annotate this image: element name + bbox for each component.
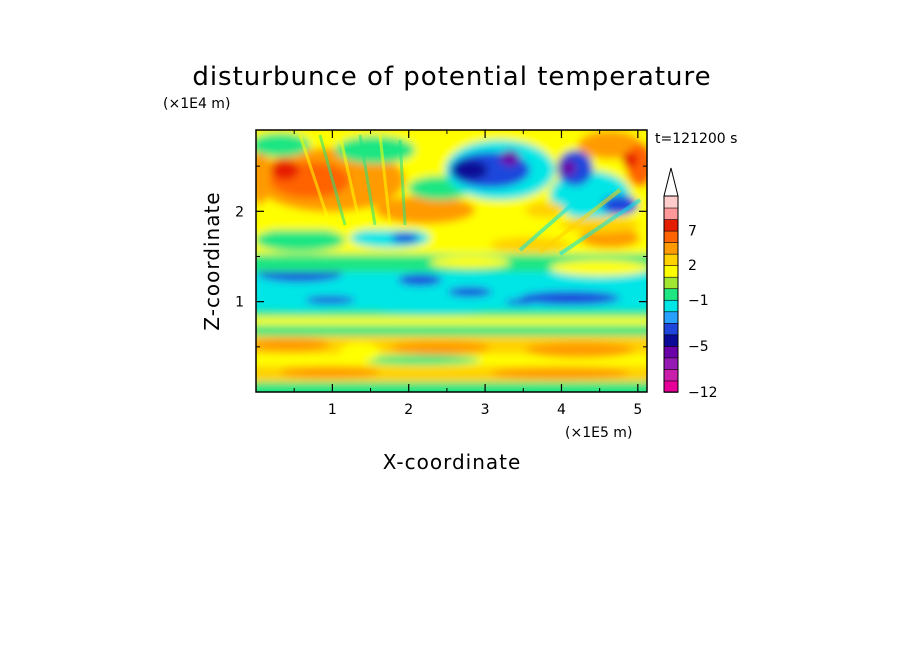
x-tick-label: 2 [404, 402, 413, 418]
colorbar-swatch [663, 334, 679, 347]
colorbar-swatch [663, 299, 679, 313]
colorbar-swatch [663, 357, 679, 370]
colorbar-swatch [663, 241, 679, 255]
plot-area [256, 130, 647, 392]
colorbar-frame [663, 195, 679, 393]
x-tick-label: 5 [633, 402, 642, 418]
colorbar-tick-label: 7 [688, 224, 697, 240]
x-tick-label: 1 [328, 402, 337, 418]
colorbar-swatch [663, 287, 679, 301]
y-tick-label: 1 [235, 295, 244, 311]
colorbar-tick-label: −12 [688, 385, 718, 401]
x-tick-label: 3 [481, 402, 490, 418]
colorbar-swatch [663, 218, 679, 232]
contour-field [256, 130, 647, 392]
x-tick-label: 4 [557, 402, 566, 418]
colorbar-swatch [663, 230, 679, 243]
colorbar-swatch [663, 264, 679, 278]
y-tick-label: 2 [235, 204, 244, 220]
axis-ticks: 1 2 3 4 5 1 2 [235, 130, 647, 418]
colorbar-swatch [663, 195, 679, 209]
colorbar-swatch [663, 276, 679, 290]
colorbar-swatch [663, 380, 679, 393]
colorbar-swatch [663, 253, 679, 266]
x-axis-label: X-coordinate [383, 450, 522, 474]
colorbar-swatch [663, 368, 679, 382]
colorbar-tick-label: −1 [688, 293, 709, 309]
colorbar: −12−5−127 [663, 167, 718, 401]
colorbar-tick-label: −5 [688, 339, 709, 355]
colorbar-extend-arrow [663, 167, 679, 197]
plot-frame [255, 129, 648, 393]
time-label: t=121200 s [655, 131, 737, 147]
y-axis-label: Z-coordinate [200, 191, 224, 330]
x-unit-label: (×1E5 m) [565, 425, 632, 441]
y-unit-label: (×1E4 m) [163, 96, 230, 112]
wave-streaks [298, 134, 642, 256]
colorbar-swatch [663, 207, 679, 220]
colorbar-swatch [663, 310, 679, 324]
colorbar-swatch [663, 322, 679, 336]
chart-title: disturbunce of potential temperature [192, 62, 711, 92]
colorbar-swatch [663, 345, 679, 359]
colorbar-tick-label: 2 [688, 258, 697, 274]
